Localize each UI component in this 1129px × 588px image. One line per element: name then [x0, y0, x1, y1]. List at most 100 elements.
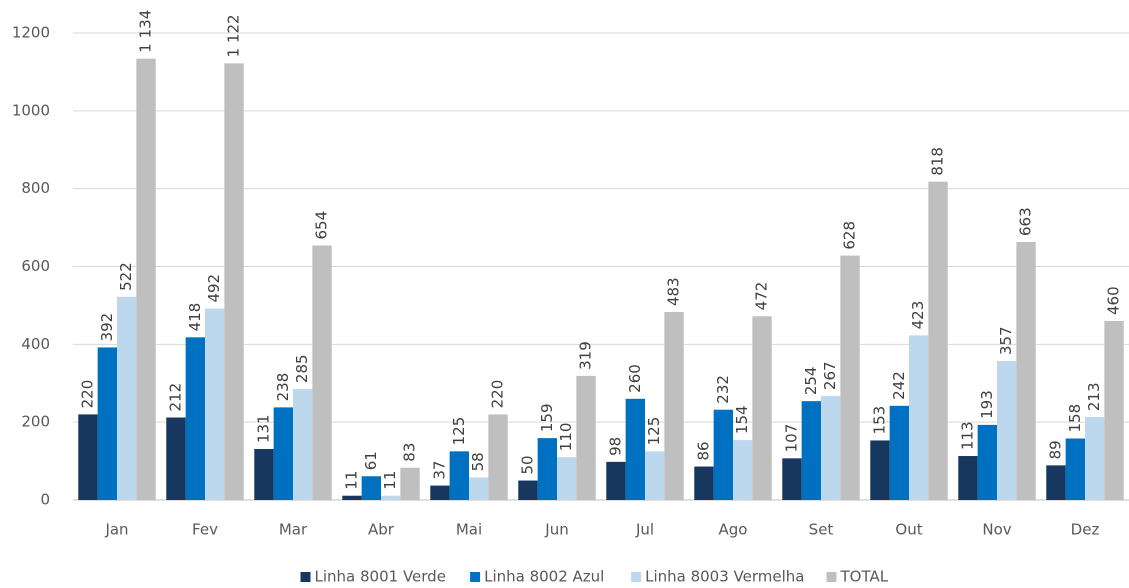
data-label: 1 134 [137, 10, 155, 53]
data-label: 220 [78, 380, 96, 409]
data-label: 107 [782, 424, 800, 453]
bar [469, 477, 489, 500]
bar [449, 451, 469, 500]
data-label: 37 [430, 461, 448, 480]
bar [1046, 465, 1066, 500]
x-tick-label: Jan [104, 521, 128, 539]
bar [361, 476, 381, 500]
x-tick-label: Jun [544, 521, 568, 539]
legend-swatch [300, 572, 311, 582]
bar [293, 389, 313, 500]
y-tick-label: 400 [21, 335, 50, 353]
x-tick-label: Abr [368, 521, 395, 539]
data-label: 125 [450, 417, 468, 446]
bar [557, 457, 577, 500]
x-tick-label: Nov [982, 521, 1011, 539]
y-tick-label: 0 [40, 491, 50, 509]
data-label: 86 [694, 441, 712, 460]
data-label: 260 [626, 364, 644, 393]
bar [381, 495, 401, 500]
bar [625, 398, 645, 500]
bar [254, 449, 274, 500]
data-label: 83 [401, 443, 419, 462]
bar [537, 438, 557, 500]
data-label: 628 [841, 221, 859, 250]
data-label: 131 [254, 414, 272, 443]
data-label: 213 [1085, 382, 1103, 411]
data-label: 11 [381, 471, 399, 490]
y-tick-label: 600 [21, 257, 50, 275]
data-label: 254 [802, 367, 820, 396]
data-label: 423 [909, 301, 927, 330]
x-tick-label: Set [809, 521, 834, 539]
bar [909, 335, 929, 500]
data-label: 242 [890, 371, 908, 400]
bar [273, 407, 293, 500]
legend-swatch [826, 572, 837, 582]
data-label: 818 [929, 147, 947, 176]
data-label: 159 [538, 403, 556, 432]
bar [1104, 320, 1124, 500]
data-label: 61 [362, 451, 380, 470]
y-tick-label: 1200 [12, 24, 50, 42]
bar [488, 414, 508, 500]
data-label: 267 [821, 361, 839, 390]
data-label: 1 122 [225, 14, 243, 57]
bar [801, 401, 821, 500]
bar [889, 405, 909, 500]
data-label: 232 [714, 375, 732, 404]
data-label: 319 [577, 341, 595, 370]
legend-label: Linha 8003 Vermelha [645, 568, 804, 586]
data-label: 11 [342, 471, 360, 490]
legend-label: Linha 8002 Azul [484, 568, 604, 586]
bar [1016, 241, 1036, 501]
data-label: 418 [186, 303, 204, 332]
y-tick-label: 200 [21, 413, 50, 431]
bar [821, 396, 841, 500]
data-label: 113 [958, 421, 976, 450]
data-label: 89 [1046, 440, 1064, 459]
data-label: 154 [733, 405, 751, 434]
data-label: 58 [469, 452, 487, 471]
bar [997, 361, 1017, 500]
bar [205, 308, 225, 500]
legend-swatch [631, 572, 642, 582]
bar [840, 255, 860, 500]
data-label: 110 [557, 423, 575, 452]
x-tick-label: Fev [192, 521, 218, 539]
bar [185, 337, 205, 500]
bar [97, 347, 117, 500]
data-label: 460 [1105, 286, 1123, 315]
bar [977, 424, 997, 500]
data-label: 654 [313, 211, 331, 240]
bar [166, 417, 186, 500]
data-label: 492 [205, 274, 223, 303]
bar [342, 495, 362, 500]
bar [713, 409, 733, 500]
bar [1065, 438, 1085, 500]
bar [645, 451, 665, 500]
bar [224, 63, 244, 500]
data-label: 483 [665, 277, 683, 306]
bar [400, 467, 420, 500]
data-label: 50 [518, 455, 536, 474]
bar [606, 461, 626, 500]
bar [782, 458, 802, 500]
bar [752, 316, 772, 500]
data-label: 98 [606, 437, 624, 456]
bar [870, 440, 890, 500]
y-tick-label: 1000 [12, 101, 50, 119]
bar [928, 181, 948, 500]
legend-label: Linha 8001 Verde [315, 568, 446, 586]
data-label: 153 [870, 406, 888, 435]
x-tick-label: Dez [1071, 521, 1100, 539]
data-label: 392 [98, 313, 116, 342]
y-tick-label: 800 [21, 179, 50, 197]
data-label: 357 [997, 326, 1015, 355]
bar [136, 58, 156, 501]
data-label: 125 [645, 417, 663, 446]
x-tick-label: Out [895, 521, 922, 539]
bar [117, 296, 137, 500]
legend-label: TOTAL [840, 568, 889, 586]
